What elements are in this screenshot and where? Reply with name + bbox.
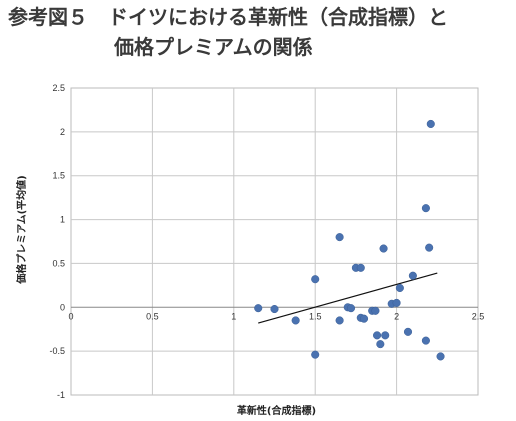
y-tick-label: 0 [60,302,65,312]
data-point [403,327,413,336]
y-tick-label: -0.5 [49,346,65,356]
y-tick-label: 2 [60,127,65,137]
data-point [291,316,300,325]
data-point [270,304,279,314]
x-tick-label: 2 [394,311,399,321]
x-tick-label: 0 [68,311,73,321]
trendline [258,272,438,324]
data-point [311,350,320,359]
data-point [426,119,435,129]
y-tick-label: 0.5 [52,258,65,268]
y-tick-label: -1 [57,390,65,400]
chart-title-line2: 価格プレミアムの関係 [114,35,313,59]
data-point [311,275,320,284]
data-point [371,306,380,315]
data-point [421,336,430,345]
chart-title-line1: 参考図５ ドイツにおける革新性（合成指標）と [8,5,448,29]
x-axis-title: 革新性(合成指標) [237,404,316,417]
y-tick-label: 2.5 [52,83,65,93]
data-point [408,271,417,280]
plot-frame [70,87,479,396]
data-point [379,244,388,253]
x-tick-label: 1.5 [309,311,322,321]
data-point [425,243,434,252]
x-tick-label: 1 [231,311,236,321]
chart-title: 参考図５ ドイツにおける革新性（合成指標）と 価格プレミアムの関係 [8,2,514,62]
y-tick-label: 1 [60,215,65,225]
x-tick-label: 2.5 [472,311,485,321]
data-point [436,352,445,361]
data-point [395,283,404,293]
data-point [335,233,344,242]
data-point [335,316,344,325]
data-point [381,331,390,340]
data-point [376,340,385,349]
data-point [254,304,263,313]
data-point [356,263,365,272]
data-point [359,314,369,323]
data-point [392,298,401,307]
data-point [346,304,356,313]
data-point [373,331,382,340]
data-point [421,204,430,213]
x-tick-label: 0.5 [146,311,159,321]
y-axis-title: 価格プレミアム(平均値) [15,175,28,284]
y-tick-label: 1.5 [52,171,65,181]
